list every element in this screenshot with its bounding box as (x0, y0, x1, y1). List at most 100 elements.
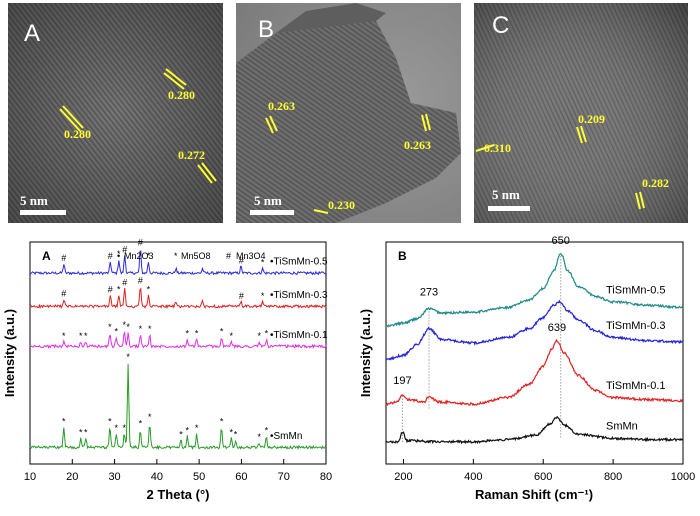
x-tick-label: 40 (151, 471, 163, 483)
xrd-chart: # # * ##* # *# # *# #*# ** * ** ** * * * * * * * * *** *** ****… (2, 238, 332, 502)
series-line-TiSmMn-0.5 (29, 250, 327, 276)
series-line-SmMn (29, 363, 327, 451)
y-axis-label: Intensity (a.u.) (2, 309, 17, 397)
tem-image-b: B 0.263 0.263 0.230 5 nm (236, 3, 461, 223)
peak-marker: * (257, 432, 261, 442)
lattice-label: 0.282 (642, 176, 669, 190)
legend-entry: Mn3O4 (236, 251, 266, 261)
peak-marker: # (122, 244, 127, 254)
tem-image-c: C 0.310 0.209 0.282 5 nm (474, 3, 688, 223)
peak-marker: # (138, 238, 143, 248)
lattice-marker (62, 105, 84, 129)
x-axis-label: 2 Theta (°) (147, 487, 210, 502)
series-label: TiSmMn-0.1 (606, 380, 666, 392)
peak-marker: * (139, 419, 143, 429)
peak-marker: * (148, 412, 152, 422)
lattice-marker (639, 191, 645, 209)
lattice-marker (201, 162, 217, 182)
series-label: •TiSmMn-0.5 (270, 257, 328, 268)
scale-bar (488, 206, 530, 211)
peak-marker: # (138, 275, 143, 285)
x-tick-label: 200 (394, 471, 412, 483)
panel-letter: B (398, 249, 407, 263)
series-line-TiSmMn-0.3 (385, 299, 684, 361)
peak-marker: * (126, 352, 130, 362)
peak-marker: # (108, 284, 113, 294)
peak-marker: * (139, 324, 143, 334)
lattice-marker (576, 126, 583, 144)
xrd-legend: • Mn2O3 * Mn5O8 # Mn3O4 (117, 251, 266, 261)
peak-marker: * (261, 258, 265, 268)
peak-marker: * (117, 249, 121, 259)
lattice-marker (475, 144, 495, 152)
peak-marker: * (265, 425, 269, 435)
x-tick-label: 400 (464, 471, 482, 483)
peak-marker: # (108, 251, 113, 261)
peak-marker: * (108, 416, 112, 426)
series-line-SmMn (385, 415, 684, 445)
peak-marker: * (115, 327, 119, 337)
lattice-marker (580, 125, 587, 143)
scale-bar (250, 210, 294, 215)
series-label: TiSmMn-0.3 (606, 320, 666, 332)
peak-marker: * (147, 251, 151, 261)
peak-marker: * (148, 324, 152, 334)
series-line-TiSmMn-0.1 (29, 331, 327, 350)
peak-marker: * (220, 416, 224, 426)
lattice-marker (425, 113, 431, 131)
peak-marker: * (220, 327, 224, 337)
panel-letter: B (258, 16, 274, 43)
peak-marker: * (230, 331, 234, 341)
peak-marker: * (123, 423, 127, 433)
peak-marker: * (62, 416, 66, 426)
peak-marker: * (147, 284, 151, 294)
tem-image-a: A 0.280 0.280 0.272 5 nm (8, 3, 223, 223)
scale-bar-label: 5 nm (492, 187, 520, 202)
x-tick-label: 30 (108, 471, 120, 483)
peak-annotation: 639 (548, 322, 566, 334)
peak-marker: * (84, 428, 88, 438)
peak-annotation: 197 (393, 375, 411, 387)
x-tick-label: 10 (24, 471, 36, 483)
x-tick-label: 1000 (671, 471, 695, 483)
series-line-TiSmMn-0.3 (29, 287, 327, 310)
x-tick-label: 70 (278, 471, 290, 483)
peak-marker: * (79, 331, 83, 341)
peak-marker: * (117, 284, 121, 294)
lattice-label: 0.280 (168, 88, 195, 102)
panel-letter: C (492, 12, 509, 39)
peak-marker: # (61, 253, 66, 263)
x-tick-label: 60 (235, 471, 247, 483)
lattice-marker (635, 192, 641, 210)
lattice-marker (163, 72, 185, 90)
legend-entry: Mn2O3 (124, 251, 154, 261)
x-tick-label: 800 (604, 471, 622, 483)
peak-marker: * (186, 329, 190, 339)
peak-marker: * (265, 329, 269, 339)
peak-annotation: 650 (552, 235, 570, 247)
scale-bar-label: 5 nm (20, 193, 48, 208)
peak-marker: # (61, 289, 66, 299)
series-line-TiSmMn-0.5 (385, 252, 683, 328)
x-tick-label: 600 (534, 471, 552, 483)
lattice-label: 0.230 (328, 198, 355, 212)
lattice-marker (265, 117, 274, 134)
peak-marker: * (179, 430, 183, 440)
peak-marker: * (234, 430, 238, 440)
lattice-label: 0.209 (578, 112, 605, 126)
peak-marker: * (195, 329, 199, 339)
peak-marker: * (79, 428, 83, 438)
peak-marker: * (257, 331, 261, 341)
peak-marker: * (108, 322, 112, 332)
series-label: •SmMn (270, 431, 302, 442)
raman-chart: TiSmMn-0.5 TiSmMn-0.3 TiSmMn-0.1 SmMn 650 27… (358, 235, 695, 502)
peak-marker: * (186, 425, 190, 435)
series-label: TiSmMn-0.5 (606, 284, 666, 296)
legend-entry: Mn5O8 (181, 251, 211, 261)
xrd-plot-frame (29, 241, 327, 465)
lattice-marker (165, 68, 187, 86)
panel-letter: A (42, 249, 51, 263)
peak-marker: # (239, 255, 244, 265)
peak-marker: * (62, 331, 66, 341)
peak-marker: * (126, 322, 130, 332)
